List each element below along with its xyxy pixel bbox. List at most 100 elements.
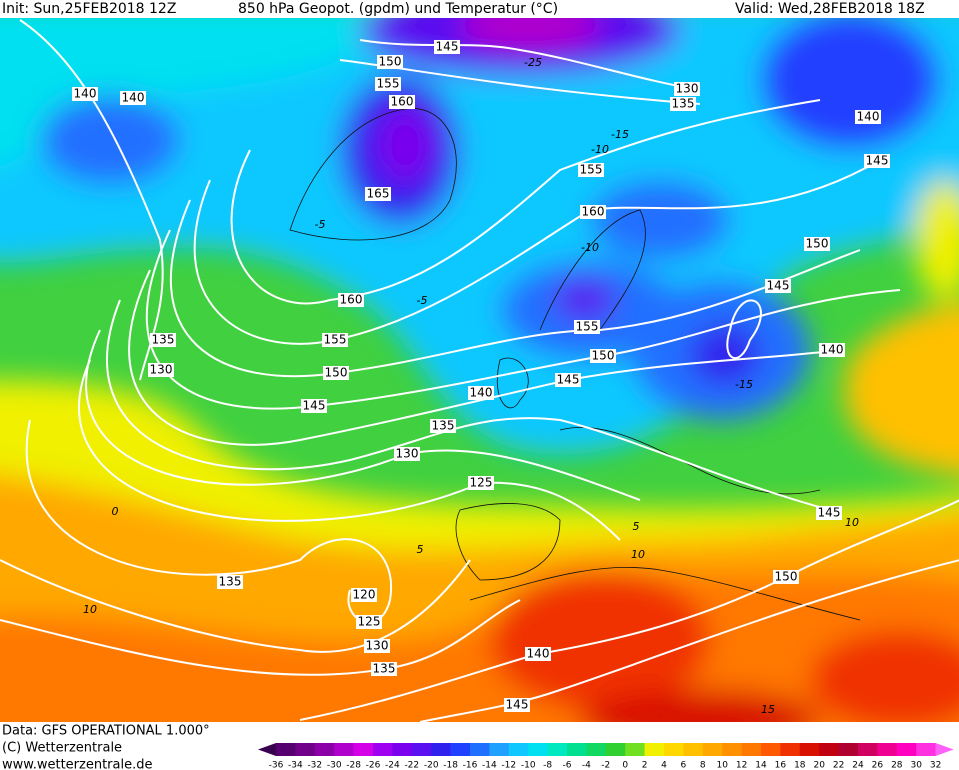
colorbar-label: 24 xyxy=(852,761,864,770)
colorbar-label: -14 xyxy=(482,761,497,770)
contour-label-box xyxy=(674,82,700,96)
contour-label: 155 xyxy=(576,320,599,334)
contour-label: 140 xyxy=(470,386,493,400)
colorbar-label: -36 xyxy=(269,761,284,770)
colorbar-label: -34 xyxy=(288,761,303,770)
colorbar-swatch xyxy=(838,743,859,756)
colorbar-swatch xyxy=(489,743,510,756)
contour-line xyxy=(193,159,881,345)
coastline xyxy=(469,566,861,621)
contour-line xyxy=(85,329,641,501)
colorbar-label: -12 xyxy=(501,761,516,770)
colorbar-swatch xyxy=(411,743,432,756)
colorbar-label: -6 xyxy=(563,761,572,770)
colorbar-label: 28 xyxy=(891,761,903,770)
contour-label-box xyxy=(322,333,348,347)
colorbar-label: -4 xyxy=(582,761,591,770)
colorbar-label: -18 xyxy=(443,761,458,770)
contour-label: 135 xyxy=(219,575,242,589)
init-time: Init: Sun,25FEB2018 12Z xyxy=(2,1,176,17)
contour-label-box xyxy=(468,476,494,490)
contour-line xyxy=(0,559,471,653)
colorbar-swatch xyxy=(528,743,548,756)
contour-label: 150 xyxy=(379,55,402,69)
colorbar-swatch xyxy=(702,743,723,756)
contour-label: 160 xyxy=(391,95,414,109)
colorbar-label: -24 xyxy=(385,761,400,770)
contour-label: 165 xyxy=(367,187,390,201)
colorbar-swatch xyxy=(605,743,626,756)
colorbar-label: 0 xyxy=(622,761,628,770)
colorbar-swatch xyxy=(877,743,898,756)
contour-label: 145 xyxy=(818,506,841,520)
isotherm-label: 5 xyxy=(633,520,640,533)
colorbar-label: -16 xyxy=(463,761,478,770)
isotherm-label: -10 xyxy=(591,143,609,156)
isotherm-label: 10 xyxy=(631,548,645,561)
colorbar-swatch xyxy=(334,743,354,756)
contour-line xyxy=(106,299,831,511)
isotherm-label: 5 xyxy=(417,543,424,556)
contour-label-box xyxy=(120,91,146,105)
contour-label: 145 xyxy=(303,399,326,413)
colorbar-label: 4 xyxy=(661,761,667,770)
contour-label: 155 xyxy=(580,163,603,177)
contour-label-box xyxy=(580,205,606,219)
isotherm-label: 10 xyxy=(83,603,97,616)
contour-label-box xyxy=(389,95,415,109)
contour-label: 160 xyxy=(340,293,363,307)
contour-label-box xyxy=(434,40,460,54)
contour-label: 145 xyxy=(557,373,580,387)
colorbar-swatch xyxy=(547,743,568,756)
contour-label-box xyxy=(555,373,581,387)
colorbar-swatch xyxy=(741,743,762,756)
coastline xyxy=(559,427,821,495)
colorbar-swatch xyxy=(780,743,801,756)
colorbar-label: 22 xyxy=(833,761,844,770)
contour-label-box xyxy=(773,570,799,584)
contour-label-box xyxy=(323,366,349,380)
contour-label-box xyxy=(371,662,397,676)
contour-line xyxy=(339,59,701,105)
geopotential-contours xyxy=(0,19,959,722)
contour-label: 135 xyxy=(373,662,396,676)
contour-label-box xyxy=(864,154,890,168)
colorbar-swatch xyxy=(683,743,704,756)
copyright: (C) Wetterzentrale xyxy=(2,741,122,756)
contour-label-box xyxy=(855,110,881,124)
isotherm-label: -5 xyxy=(315,218,326,231)
colorbar-label: 12 xyxy=(736,761,747,770)
contour-line xyxy=(128,269,841,446)
colorbar-swatch xyxy=(276,743,296,756)
colorbar-swatch xyxy=(314,743,335,756)
colorbar-swatch xyxy=(470,743,490,756)
contour-label-box xyxy=(365,187,391,201)
colorbar-swatch xyxy=(567,743,587,756)
contour-line xyxy=(170,199,861,378)
colorbar-label: -10 xyxy=(521,761,536,770)
colorbar-label: -22 xyxy=(404,761,419,770)
colorbar-label: 8 xyxy=(700,761,706,770)
contour-label-box xyxy=(430,419,456,433)
coastline xyxy=(496,357,529,409)
contour-label: 155 xyxy=(324,333,347,347)
contour-line xyxy=(359,39,701,91)
contour-line xyxy=(726,299,762,360)
contour-label-box xyxy=(377,55,403,69)
contour-label: 145 xyxy=(866,154,889,168)
contour-label: 140 xyxy=(857,110,880,124)
contour-label-box xyxy=(72,87,98,101)
valid-time: Valid: Wed,28FEB2018 18Z xyxy=(735,1,925,17)
isotherm-label: -25 xyxy=(524,56,542,69)
website: www.wetterzentrale.de xyxy=(2,758,152,770)
contour-line xyxy=(0,599,521,676)
colorbar-swatch xyxy=(353,743,374,756)
colorbar-swatch xyxy=(295,743,316,756)
coastline xyxy=(539,209,646,331)
colorbar-arrow-high xyxy=(935,743,954,756)
contour-label-box xyxy=(574,320,600,334)
colorbar-swatch xyxy=(586,743,607,756)
